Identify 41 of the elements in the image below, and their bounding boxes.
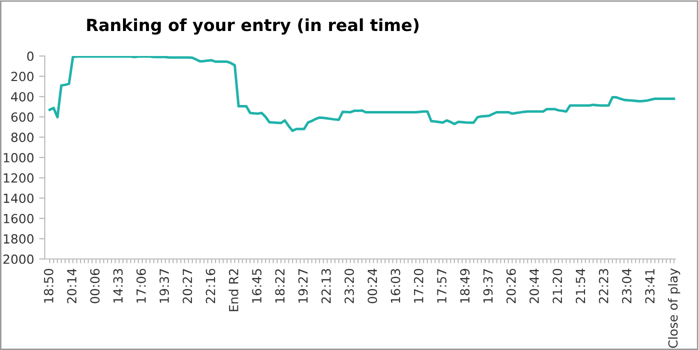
x-tick-label: 18:22	[275, 269, 285, 303]
x-tick-label: 23:04	[622, 268, 632, 304]
x-tick-label: 20:27	[182, 269, 192, 304]
x-tick-label: 20:44	[530, 268, 539, 304]
x-tick-label: 20:14	[67, 268, 76, 304]
x-tick-label: Close of play	[668, 268, 680, 348]
x-tick-label: 21:20	[552, 268, 562, 304]
y-tick-label: 1200	[4, 173, 34, 183]
x-tick-label: 17:06	[136, 268, 146, 303]
x-tick-label: 18:50	[44, 268, 54, 303]
x-tick-label: 16:45	[252, 269, 262, 303]
x-tick-label: 19:37	[160, 269, 169, 303]
y-tick-label: 400	[11, 92, 34, 102]
x-tick-label: 22:23	[598, 269, 608, 304]
x-tick-label: 17:57	[437, 269, 446, 303]
x-tick-label: 23:20	[344, 268, 354, 304]
x-tick-label: End R2	[228, 269, 238, 312]
y-tick-label: 2000	[3, 254, 34, 264]
y-tick-label: 1000	[4, 152, 34, 162]
x-tick-label: 17:20	[414, 268, 424, 303]
x-tick-label: 21:54	[576, 268, 586, 304]
y-tick-label: 600	[11, 112, 34, 122]
x-tick-label: 18:49	[460, 268, 470, 303]
y-tick-label: 1800	[4, 234, 34, 244]
y-tick-label: 200	[11, 72, 34, 82]
y-tick-label: 800	[11, 132, 34, 142]
y-tick-label: 1600	[4, 214, 34, 224]
x-tick-label: 14:33	[113, 269, 123, 303]
x-tick-label: 19:37	[483, 269, 493, 303]
x-tick-label: 00:24	[368, 268, 378, 304]
x-tick-label: 22:16	[206, 268, 216, 304]
x-tick-label: 22:13	[321, 269, 331, 304]
y-tick-label: 1400	[4, 194, 34, 204]
x-tick-label: 23:41	[645, 269, 655, 304]
x-tick-label: 20:26	[506, 268, 516, 304]
x-tick-label: 19:27	[298, 269, 308, 303]
x-tick-label: 00:06	[90, 268, 100, 304]
x-tick-label: 16:03	[390, 269, 400, 303]
chart-title: Ranking of your entry (in real time)	[87, 18, 419, 35]
y-tick-label: 0	[27, 51, 34, 61]
line-series	[48, 56, 676, 132]
